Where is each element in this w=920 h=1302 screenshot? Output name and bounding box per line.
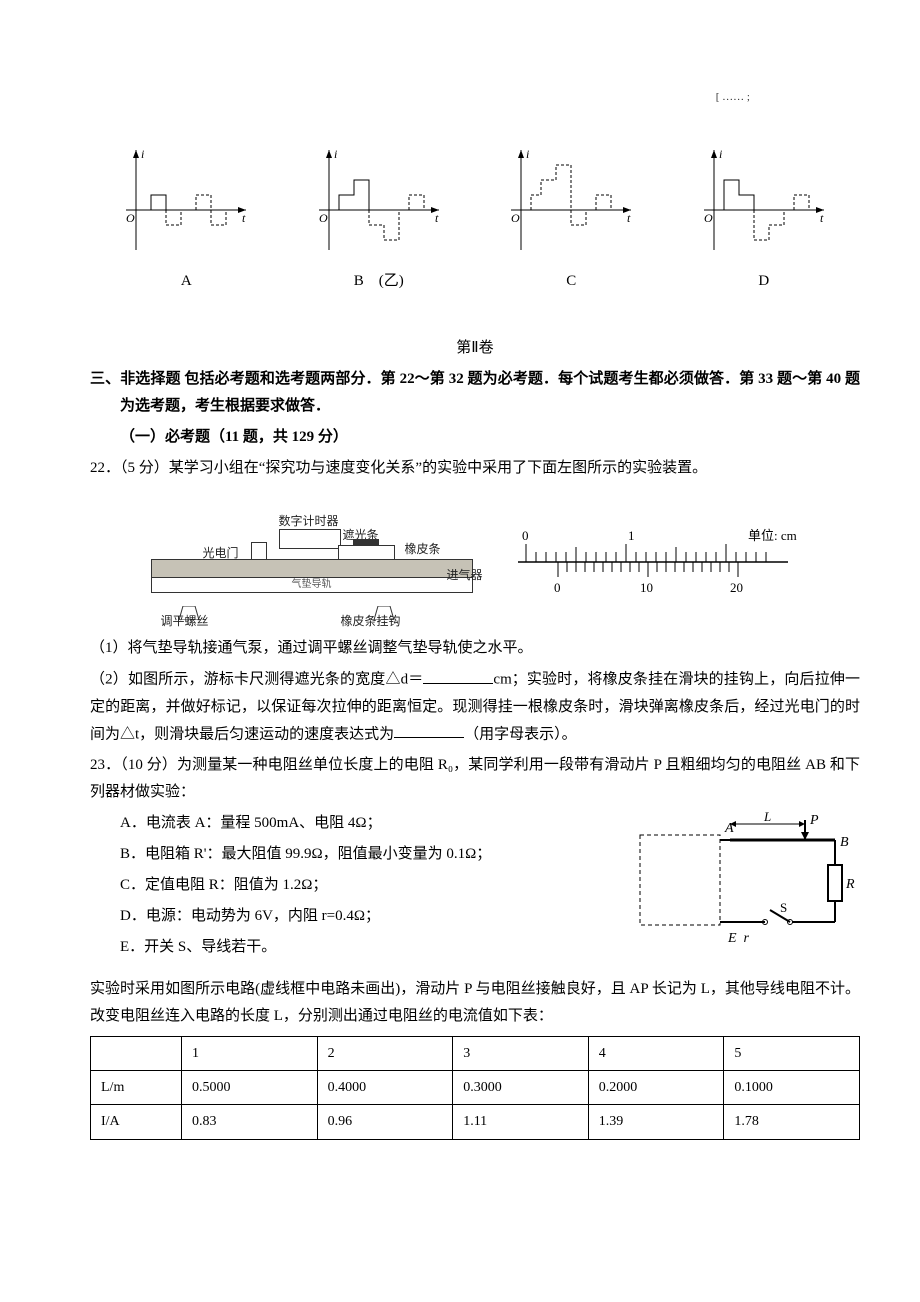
- svg-text:单位: cm: 单位: cm: [748, 528, 797, 543]
- table-row-header: 1 2 3 4 5: [91, 1037, 860, 1071]
- svg-text:t: t: [820, 211, 824, 225]
- graph-options-row: i t O A i t O B (乙) i t: [90, 115, 860, 295]
- blank-velocity[interactable]: [394, 721, 464, 739]
- q22-lead: 22．（5 分）某学习小组在“探究功与速度变化关系”的实验中采用了下面左图所示的…: [90, 455, 860, 482]
- lbl-track: 气垫导轨: [151, 577, 473, 593]
- page-header-marker: [ …… ;: [716, 88, 750, 108]
- cell: 1.11: [453, 1105, 589, 1139]
- cell: I/A: [91, 1105, 182, 1139]
- cell: 1.78: [724, 1105, 860, 1139]
- cell: 0.4000: [317, 1071, 453, 1105]
- cell: 0.3000: [453, 1071, 589, 1105]
- ruler-tick1-top: 1: [628, 528, 635, 543]
- sub-heading: （一）必考题（11 题，共 129 分）: [90, 424, 860, 451]
- svg-text:i: i: [526, 147, 529, 161]
- data-table: 1 2 3 4 5 L/m 0.5000 0.4000 0.3000 0.200…: [90, 1036, 860, 1140]
- lbl-timer: 数字计时器: [279, 511, 339, 533]
- q22-part1: （1）将气垫导轨接通气泵，通过调平螺丝调整气垫导轨使之水平。: [90, 635, 860, 662]
- svg-text:20: 20: [730, 580, 743, 595]
- svg-text:P: P: [809, 813, 819, 828]
- lbl-screw: 调平螺丝: [161, 611, 209, 633]
- graph-b-label: B: [354, 273, 364, 289]
- th-5: 5: [724, 1037, 860, 1071]
- q22-figure-row: 光电门 数字计时器 遮光条 橡皮条 气垫导轨 进气器 调平螺丝 橡皮条挂钩 0 …: [90, 507, 860, 617]
- svg-text:O: O: [704, 211, 713, 225]
- lbl-air: 进气器: [446, 565, 482, 587]
- q22-part2: （2）如图所示，游标卡尺测得遮光条的宽度△d＝cm；实验时，将橡皮条挂在滑块的挂…: [90, 666, 860, 748]
- svg-text:O: O: [319, 211, 328, 225]
- graph-a: i t O A: [116, 140, 256, 295]
- th-3: 3: [453, 1037, 589, 1071]
- th-1: 1: [182, 1037, 318, 1071]
- vernier-ruler: 0 1 单位: cm 0 10 20: [498, 522, 808, 602]
- svg-text:t: t: [627, 211, 631, 225]
- svg-text:O: O: [511, 211, 520, 225]
- svg-text:O: O: [126, 211, 135, 225]
- cell: L/m: [91, 1071, 182, 1105]
- svg-text:i: i: [334, 147, 337, 161]
- svg-text:i: i: [141, 147, 144, 161]
- svg-text:L: L: [763, 810, 771, 824]
- circuit-diagram: A B L P R S E r: [630, 810, 860, 970]
- blank-deltad[interactable]: [423, 666, 493, 684]
- lbl-hook: 橡皮条挂钩: [341, 611, 401, 633]
- q23-lead: 23．（10 分）为测量某一种电阻丝单位长度上的电阻 R₀，某同学利用一段带有滑…: [90, 752, 860, 806]
- svg-text:10: 10: [640, 580, 653, 595]
- svg-text:E r: E r: [727, 931, 750, 946]
- q22-part2a: （2）如图所示，游标卡尺测得遮光条的宽度△d＝: [90, 672, 423, 688]
- graph-c-label: C: [501, 268, 641, 295]
- cell: 0.96: [317, 1105, 453, 1139]
- svg-text:R: R: [845, 877, 855, 892]
- graph-b: i t O B (乙): [309, 140, 449, 295]
- svg-text:S: S: [780, 900, 787, 915]
- th-2: 2: [317, 1037, 453, 1071]
- svg-text:i: i: [719, 147, 722, 161]
- th-4: 4: [588, 1037, 724, 1071]
- graph-d: i t O D: [694, 140, 834, 295]
- table-row-I: I/A 0.83 0.96 1.11 1.39 1.78: [91, 1105, 860, 1139]
- q23-tail: 实验时采用如图所示电路(虚线框中电路未画出)，滑动片 P 与电阻丝接触良好，且 …: [90, 976, 860, 1030]
- th-blank: [91, 1037, 182, 1071]
- svg-text:0: 0: [554, 580, 561, 595]
- graph-a-label: A: [116, 268, 256, 295]
- lbl-rubber: 橡皮条: [405, 539, 441, 561]
- volume-title: 第Ⅱ卷: [90, 335, 860, 362]
- ruler-tick0-top: 0: [522, 528, 529, 543]
- graph-c: i t O C: [501, 140, 641, 295]
- cell: 1.39: [588, 1105, 724, 1139]
- graph-d-label: D: [694, 268, 834, 295]
- graph-sublabel: (乙): [379, 273, 404, 289]
- svg-text:B: B: [840, 835, 849, 850]
- cell: 0.2000: [588, 1071, 724, 1105]
- section-heading: 三、非选择题 包括必考题和选考题两部分．第 22～第 32 题为必考题．每个试题…: [120, 366, 860, 420]
- svg-text:t: t: [435, 211, 439, 225]
- cell: 0.1000: [724, 1071, 860, 1105]
- cell: 0.83: [182, 1105, 318, 1139]
- cell: 0.5000: [182, 1071, 318, 1105]
- q22-part2c: （用字母表示）。: [464, 726, 577, 742]
- svg-text:t: t: [242, 211, 246, 225]
- apparatus-diagram: 光电门 数字计时器 遮光条 橡皮条 气垫导轨 进气器 调平螺丝 橡皮条挂钩: [143, 507, 483, 617]
- table-row-L: L/m 0.5000 0.4000 0.3000 0.2000 0.1000: [91, 1071, 860, 1105]
